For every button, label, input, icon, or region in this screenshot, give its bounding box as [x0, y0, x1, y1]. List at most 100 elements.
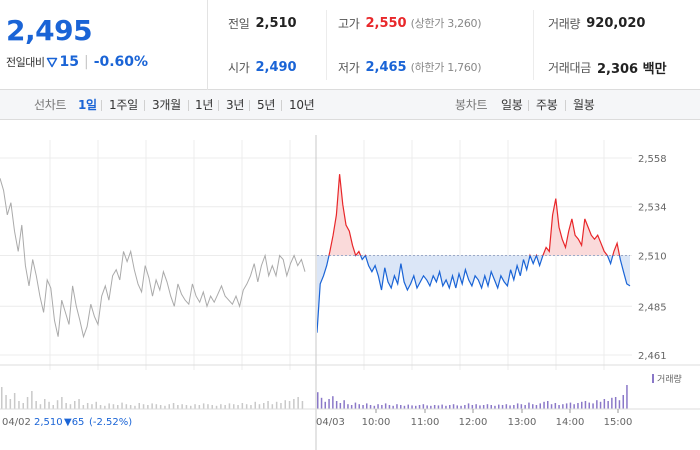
volume-bar	[565, 403, 568, 409]
volume-bar	[284, 400, 286, 409]
tab-1-year[interactable]: 1년	[195, 98, 214, 112]
volume-bar	[297, 397, 299, 409]
volume-bar	[82, 405, 85, 409]
tab-10-years[interactable]: 10년	[289, 98, 315, 112]
price-tick-label: 2,510	[638, 251, 667, 262]
volume-bar	[411, 405, 413, 409]
volume-bar	[539, 403, 541, 409]
volume-bar	[524, 405, 526, 409]
volume-legend-swatch	[652, 374, 654, 383]
volume-legend-label: 거래량	[657, 373, 682, 385]
stock-summary-panel: 2,495 전일대비 15 | -0.60% 전일 2,510 고가 2,550…	[0, 0, 700, 90]
volume-bar	[505, 404, 508, 409]
volume-bar	[258, 404, 261, 409]
volume-bar	[528, 402, 530, 409]
tab-daily-candle[interactable]: 일봉	[501, 98, 523, 112]
time-tick-label: 13:00	[508, 417, 537, 428]
tab-3-years[interactable]: 3년	[226, 98, 245, 112]
volume-bar	[573, 404, 575, 409]
volume-bar	[207, 404, 209, 409]
volume-bar	[224, 405, 226, 409]
trading-amount-value: 2,306 백만	[596, 61, 667, 77]
volume-bar	[400, 405, 402, 409]
tab-5-years[interactable]: 5년	[257, 98, 276, 112]
volume-bar	[475, 404, 477, 409]
volume-bar	[177, 405, 179, 409]
current-price: 2,495	[6, 14, 93, 47]
tab-divider	[281, 100, 282, 111]
volume-bar	[558, 405, 560, 409]
current-price-box: 2,495 전일대비 15 | -0.60%	[0, 0, 208, 90]
volume-bar	[554, 403, 557, 409]
today-date: 04/03	[316, 417, 345, 428]
volume-bar	[520, 404, 523, 409]
volume-bar	[626, 385, 628, 409]
time-tick-label: 11:00	[411, 417, 440, 428]
volume-bar	[486, 404, 489, 409]
volume-bar	[155, 404, 158, 409]
tab-1-week[interactable]: 1주일	[109, 98, 138, 112]
volume-bar	[69, 404, 72, 409]
tab-divider	[528, 100, 529, 111]
prev-day-close: 2,510	[34, 417, 63, 428]
volume-bar	[121, 402, 123, 409]
volume-bar	[403, 405, 406, 409]
price-tick-label: 2,558	[638, 154, 667, 165]
volume-bar	[104, 405, 106, 409]
volume-bar	[377, 404, 379, 409]
stat-trading-amount: 거래대금 2,306 백만	[548, 57, 667, 77]
change-row: 전일대비 15 | -0.60%	[6, 53, 148, 71]
prev-day-date: 04/02	[2, 417, 31, 428]
volume-bar	[117, 405, 119, 409]
volume-bar	[347, 404, 349, 409]
tab-3-months[interactable]: 3개월	[152, 98, 181, 112]
volume-bar	[56, 400, 59, 409]
change-rate: -0.60%	[93, 54, 149, 70]
volume-label: 거래량	[548, 16, 581, 31]
volume-bar	[134, 405, 136, 409]
volume-bar	[607, 401, 609, 409]
tab-monthly-candle[interactable]: 월봉	[573, 98, 595, 112]
volume-bar	[381, 405, 383, 409]
volume-bar	[237, 405, 239, 409]
volume-bar	[460, 405, 462, 409]
volume-bar	[445, 405, 447, 409]
volume-bar	[516, 403, 519, 409]
volume-bar	[482, 405, 485, 409]
intraday-price-chart[interactable]: 2,558 2,534 2,510 2,485 2,461 10:00 11:00 12:0…	[0, 120, 700, 450]
volume-bar	[437, 405, 440, 409]
volume-bar	[151, 403, 153, 409]
tab-divider	[249, 100, 250, 111]
volume-bar	[31, 391, 33, 409]
volume-bar	[596, 400, 598, 409]
volume-bar	[241, 403, 244, 409]
volume-bar	[1, 387, 3, 409]
volume-bar	[479, 405, 481, 409]
volume-bar	[52, 405, 54, 409]
volume-bar	[426, 405, 428, 409]
volume-bar	[550, 404, 553, 409]
volume-bar	[5, 395, 7, 409]
volume-bar	[280, 403, 282, 409]
volume-bar	[48, 401, 50, 409]
today-line-below	[317, 255, 631, 333]
change-label: 전일대비	[6, 56, 45, 69]
volume-bar	[407, 404, 409, 409]
volume-bar	[245, 404, 248, 409]
volume-bar	[172, 403, 175, 409]
low-label: 저가	[338, 60, 360, 75]
tab-weekly-candle[interactable]: 주봉	[536, 98, 558, 112]
open-value: 2,490	[255, 59, 297, 75]
tab-1-day[interactable]: 1일	[78, 98, 97, 112]
volume-bar	[547, 401, 549, 409]
volume-bar	[498, 404, 500, 409]
volume-bar	[99, 405, 102, 409]
tab-divider	[565, 100, 566, 111]
time-tick-label: 14:00	[556, 417, 585, 428]
volume-bar	[320, 397, 323, 409]
volume-bar	[301, 401, 304, 409]
volume-bar	[168, 404, 170, 409]
volume-bar	[228, 403, 231, 409]
stat-high: 고가 2,550 (상한가 3,260)	[338, 13, 482, 33]
stat-volume: 거래량 920,020	[548, 13, 645, 33]
